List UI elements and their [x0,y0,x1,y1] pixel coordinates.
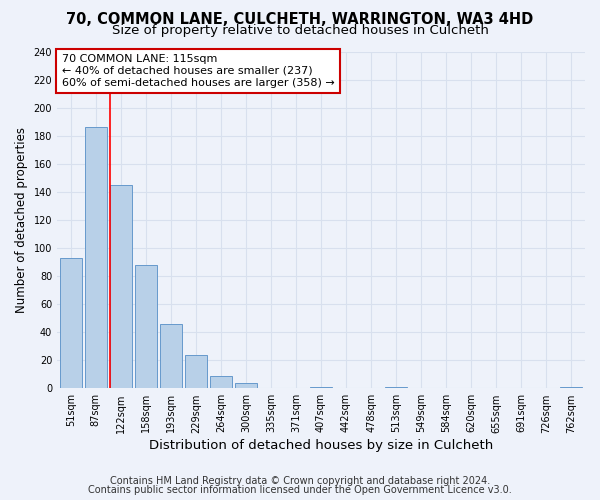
Bar [85,128,107,388]
Text: Contains public sector information licensed under the Open Government Licence v3: Contains public sector information licen… [88,485,512,495]
Bar [59,258,82,388]
Bar [185,354,207,388]
Bar [160,324,182,388]
Text: Size of property relative to detached houses in Culcheth: Size of property relative to detached ho… [112,24,488,37]
Text: 70, COMMON LANE, CULCHETH, WARRINGTON, WA3 4HD: 70, COMMON LANE, CULCHETH, WARRINGTON, W… [67,12,533,28]
Bar [209,376,232,388]
Text: 70 COMMON LANE: 115sqm
← 40% of detached houses are smaller (237)
60% of semi-de: 70 COMMON LANE: 115sqm ← 40% of detached… [62,54,335,88]
Bar [310,387,332,388]
Y-axis label: Number of detached properties: Number of detached properties [15,127,28,313]
Bar [235,382,257,388]
Text: Contains HM Land Registry data © Crown copyright and database right 2024.: Contains HM Land Registry data © Crown c… [110,476,490,486]
Bar [110,185,132,388]
Bar [385,387,407,388]
X-axis label: Distribution of detached houses by size in Culcheth: Distribution of detached houses by size … [149,440,493,452]
Bar [134,265,157,388]
Bar [560,387,583,388]
